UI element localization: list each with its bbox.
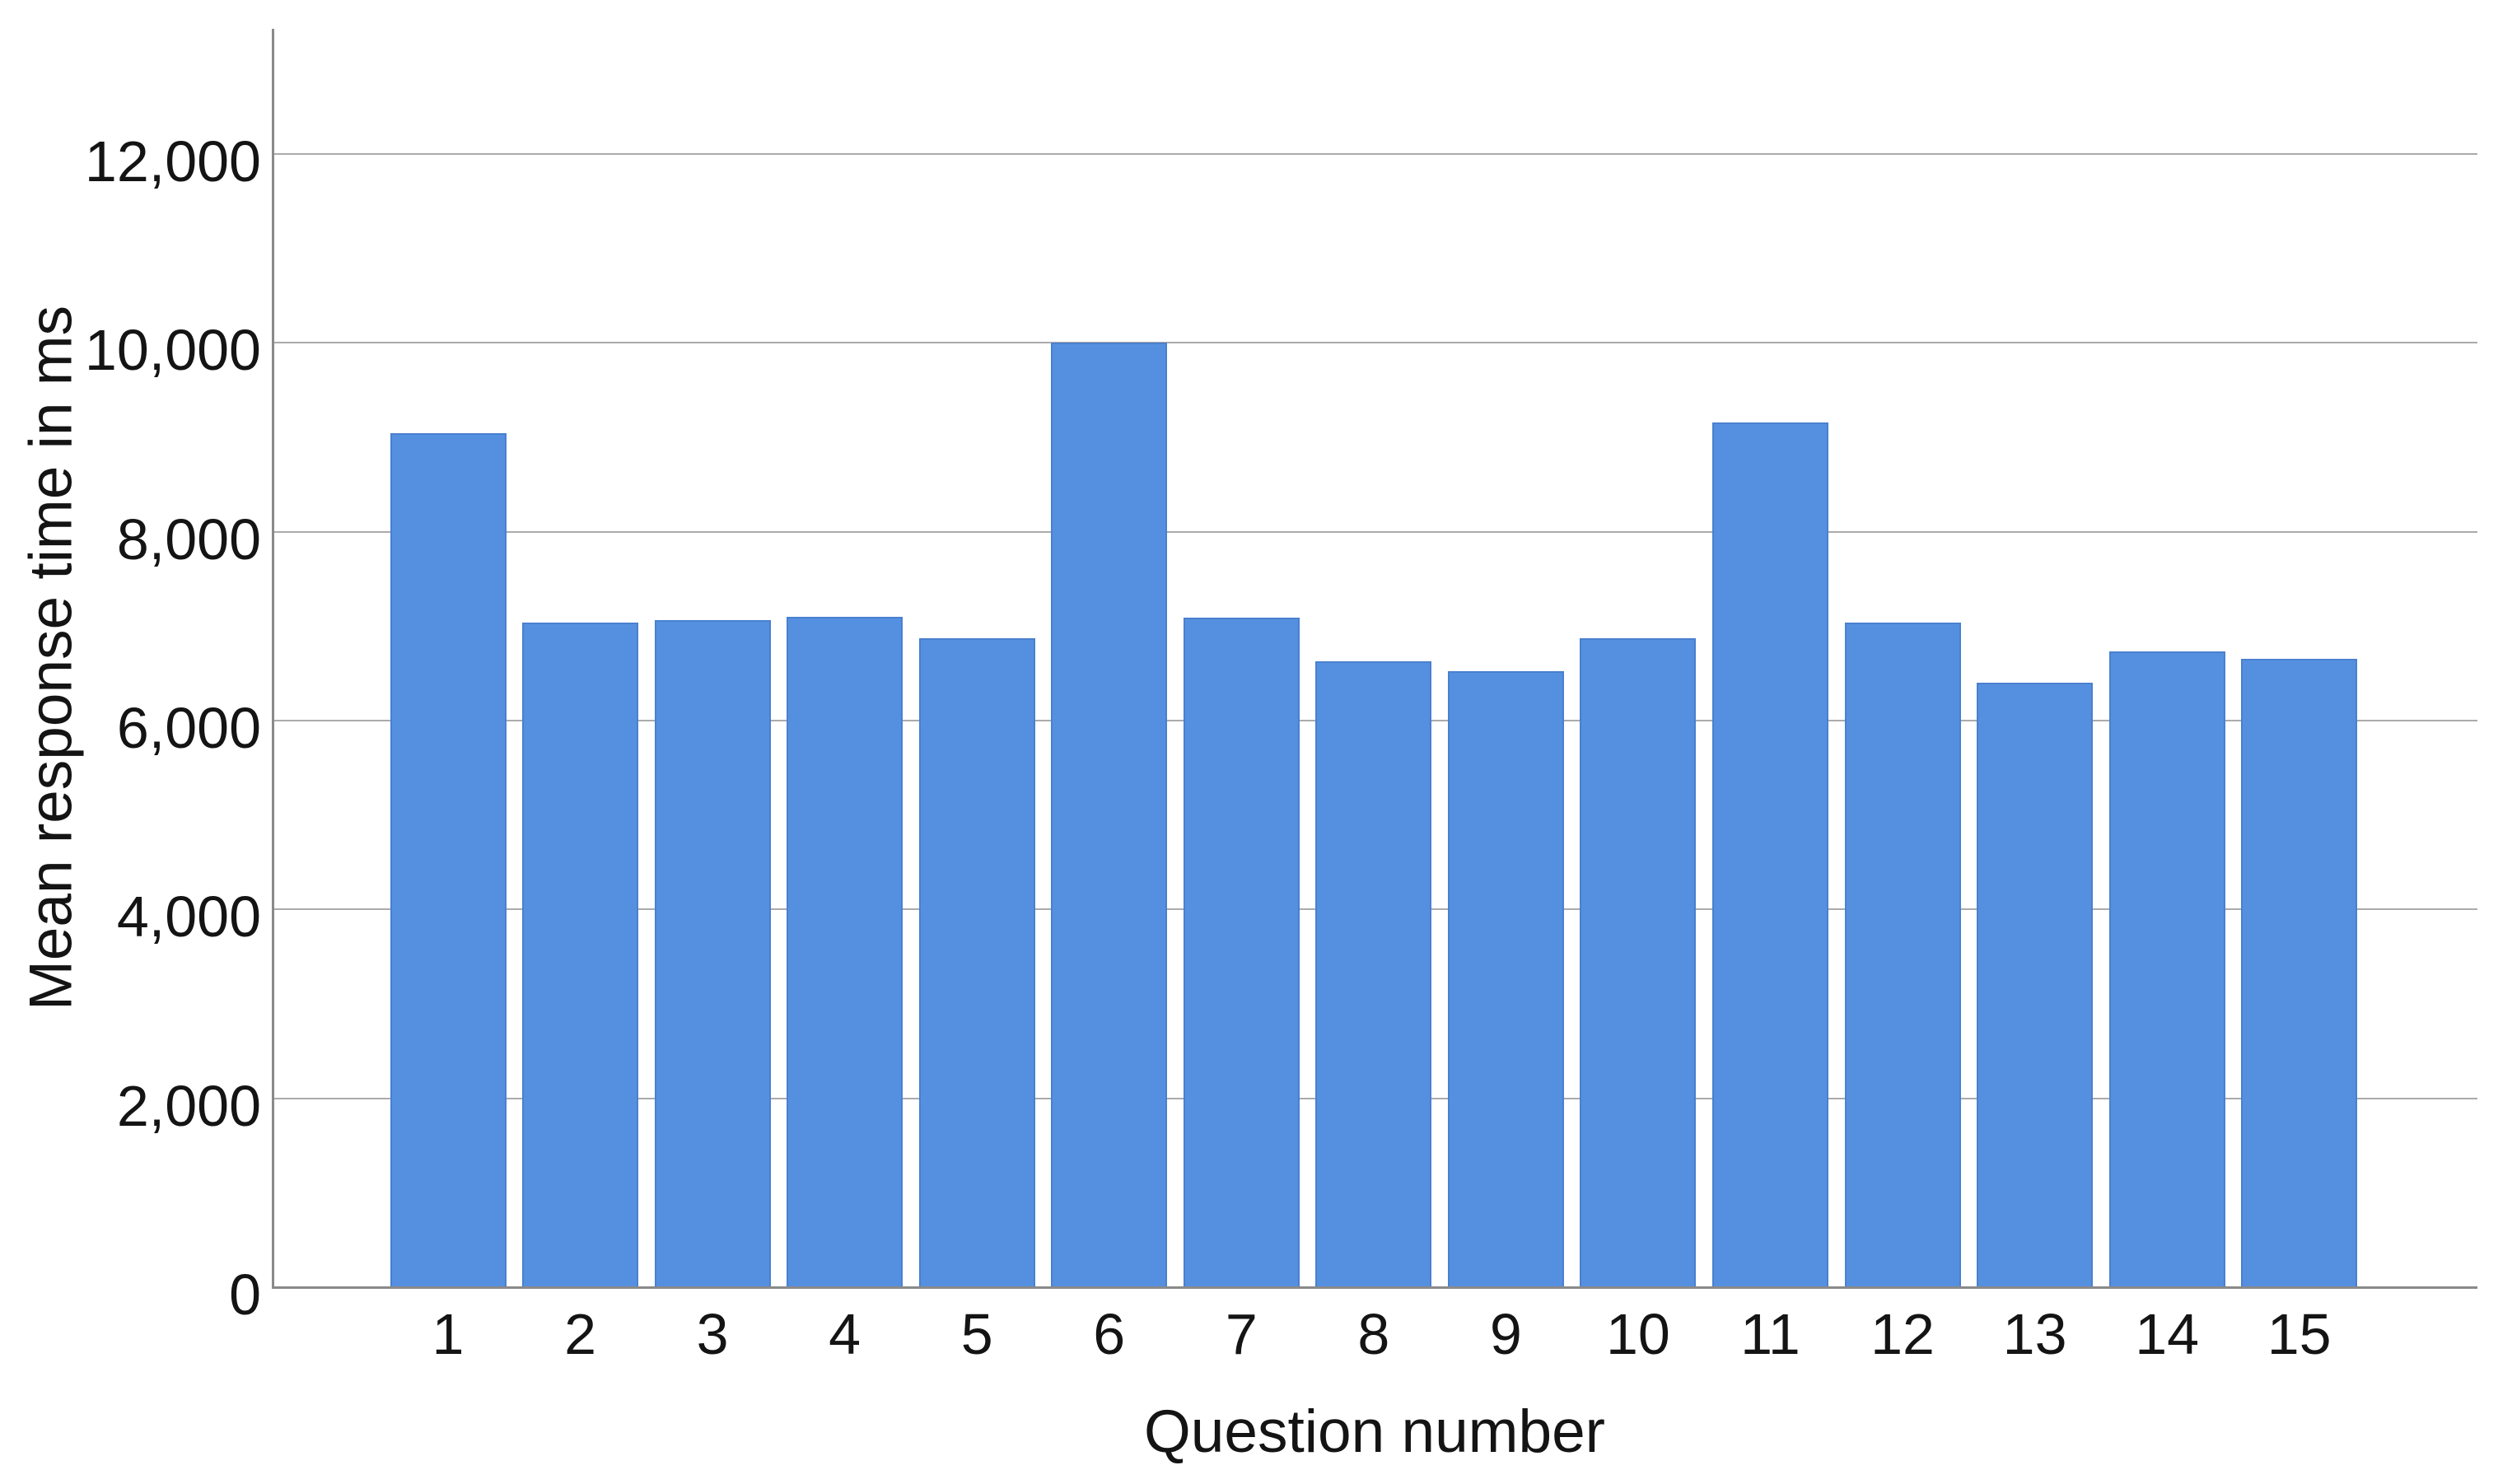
bar-question-14 — [2108, 651, 2225, 1287]
bar-question-3 — [654, 620, 771, 1287]
x-tick-label-8: 8 — [1357, 1302, 1390, 1366]
bar-question-5 — [918, 638, 1035, 1287]
y-tick-label-4000: 4,000 — [116, 884, 261, 950]
gridline-8000 — [273, 530, 2477, 533]
bar-question-11 — [1712, 422, 1828, 1287]
x-tick-label-10: 10 — [1606, 1302, 1670, 1366]
y-tick-label-8000: 8,000 — [116, 506, 261, 572]
y-axis-line — [272, 29, 274, 1289]
gridline-12000 — [273, 153, 2477, 155]
bar-question-9 — [1447, 671, 1564, 1287]
x-tick-label-12: 12 — [1870, 1302, 1935, 1366]
bar-question-15 — [2241, 659, 2358, 1287]
bar-question-4 — [787, 616, 903, 1287]
x-tick-label-4: 4 — [829, 1302, 861, 1366]
x-axis-line — [272, 1286, 2477, 1289]
y-tick-label-6000: 6,000 — [116, 696, 261, 760]
bar-question-12 — [1844, 622, 1961, 1287]
bar-question-1 — [390, 433, 507, 1287]
y-tick-label-10000: 10,000 — [84, 318, 261, 383]
bar-question-7 — [1183, 618, 1300, 1287]
y-axis-title: Mean response time in ms — [17, 305, 85, 1011]
x-tick-label-5: 5 — [960, 1302, 993, 1366]
bar-question-2 — [522, 622, 639, 1287]
x-tick-label-7: 7 — [1225, 1302, 1258, 1366]
bar-question-6 — [1051, 343, 1168, 1287]
x-tick-label-9: 9 — [1489, 1302, 1522, 1366]
x-axis-title: Question number — [1144, 1398, 1605, 1465]
x-tick-label-13: 13 — [2002, 1302, 2067, 1366]
gridline-10000 — [273, 342, 2477, 344]
x-tick-label-1: 1 — [432, 1302, 465, 1366]
y-tick-label-12000: 12,000 — [84, 129, 261, 194]
x-tick-label-15: 15 — [2267, 1302, 2332, 1366]
bar-question-13 — [1977, 683, 2094, 1287]
bar-question-8 — [1315, 660, 1432, 1287]
x-tick-label-14: 14 — [2135, 1302, 2200, 1366]
x-tick-label-3: 3 — [696, 1302, 729, 1366]
bar-question-10 — [1580, 638, 1697, 1287]
x-tick-label-11: 11 — [1740, 1302, 1800, 1366]
y-tick-label-0: 0 — [229, 1262, 261, 1327]
x-tick-label-6: 6 — [1093, 1302, 1126, 1366]
x-tick-label-2: 2 — [564, 1302, 597, 1366]
y-tick-label-2000: 2,000 — [116, 1073, 261, 1138]
